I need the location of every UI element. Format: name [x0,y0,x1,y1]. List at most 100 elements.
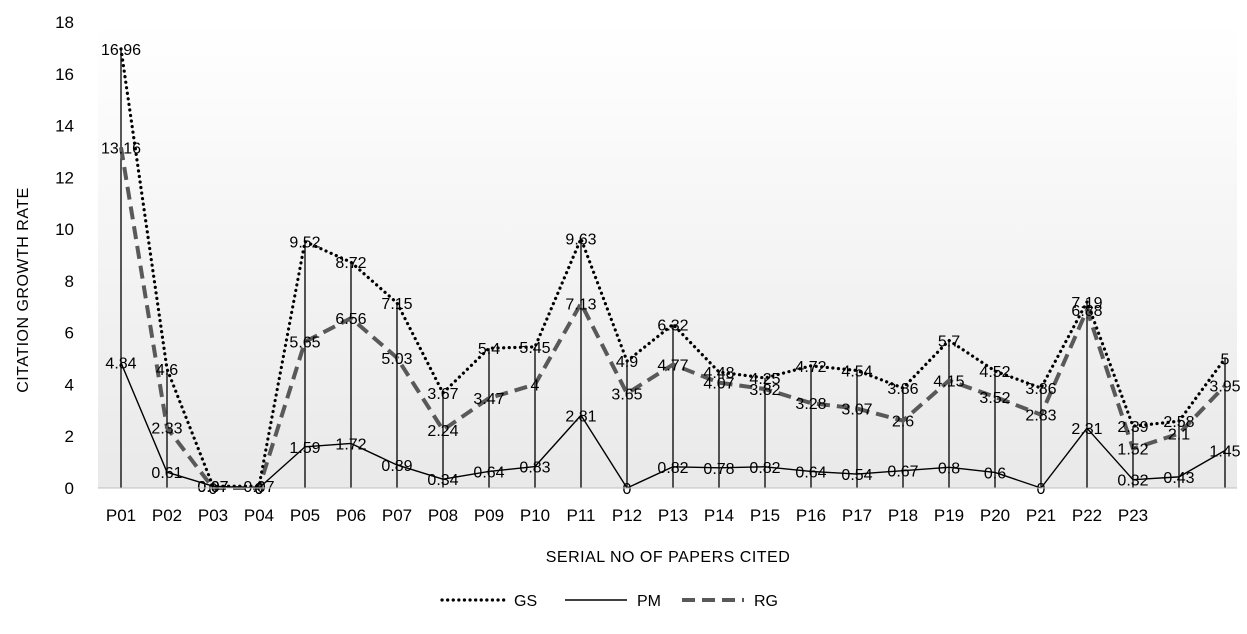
data-label-rg: 4 [531,377,540,394]
data-label-pm: 0.32 [1117,473,1148,490]
x-tick-label: P14 [704,506,734,525]
data-label-rg: 3.28 [795,396,826,413]
legend-pm-label: PM [637,593,661,610]
x-tick-label: P07 [382,506,412,525]
data-label-pm: 0.8 [938,460,960,477]
data-label-pm: 0.67 [887,464,918,481]
x-tick-label: P06 [336,506,366,525]
data-label-gs: 5.45 [519,340,550,357]
data-label-gs: 2.58 [1163,414,1194,431]
data-label-gs: 6.32 [657,317,688,334]
x-tick-label: P13 [658,506,688,525]
data-label-rg: 0 [255,481,264,498]
y-axis-ticks: 0 2 4 6 8 10 12 14 16 18 [55,13,74,498]
data-label-gs: 8.72 [335,255,366,272]
y-tick-label: 10 [55,220,74,239]
y-tick-label: 14 [55,117,74,136]
data-label-pm: 0.64 [795,464,826,481]
data-label-gs: 5.7 [938,333,960,350]
x-tick-label: P01 [106,506,136,525]
data-label-pm: 0.34 [427,472,458,489]
series-gs-line [119,47,1227,488]
data-label-gs: 3.86 [887,381,918,398]
plot-area [98,22,1237,488]
data-label-pm: 0.61 [151,465,182,482]
data-label-gs: 3.67 [427,386,458,403]
x-tick-label: P17 [842,506,872,525]
x-tick-label: P16 [796,506,826,525]
y-tick-label: 4 [65,375,74,394]
data-label-gs: 9.63 [565,232,596,249]
y-tick-label: 16 [55,65,74,84]
legend-gs-label: GS [514,593,537,610]
x-tick-label: P21 [1026,506,1056,525]
data-label-rg: 5.03 [381,351,412,368]
data-label-pm: 0.43 [1163,470,1194,487]
data-label-rg: 6.56 [335,311,366,328]
x-tick-label: P19 [934,506,964,525]
data-label-gs: 16.96 [101,42,141,59]
data-label-pm: 0.78 [703,461,734,478]
data-label-pm: 0.64 [473,464,504,481]
x-axis-ticks: P01 P02 P03 P04 P05 P06 P07 P08 P09 P10 P11 P12 P13 P… [106,506,1148,525]
data-label-rg: 5.65 [289,335,320,352]
data-label-pm: 0 [623,481,632,498]
data-label-rg: 2.83 [1025,408,1056,425]
data-label-pm: 4.84 [105,356,136,373]
data-label-gs: 4.25 [749,371,780,388]
x-tick-label: P02 [152,506,182,525]
data-label-rg: 3.52 [979,390,1010,407]
data-label-rg: 2.1 [1168,427,1190,444]
x-tick-label: P12 [612,506,642,525]
data-label-rg: 2.6 [892,414,914,431]
legend-rg-label: RG [754,593,778,610]
y-tick-label: 12 [55,168,74,187]
x-axis-title: SERIAL NO OF PAPERS CITED [546,549,791,566]
data-label-gs: 7.19 [1071,295,1102,312]
y-tick-label: 18 [55,13,74,32]
data-label-pm: 0 [255,481,264,498]
x-tick-label: P20 [980,506,1010,525]
x-tick-label: P03 [198,506,228,525]
y-tick-label: 8 [65,272,74,291]
data-label-gs: 5 [1221,352,1230,369]
y-tick-label: 6 [65,324,74,343]
data-label-gs: 2.39 [1117,419,1148,436]
data-label-pm: 0.82 [749,460,780,477]
x-tick-label: P05 [290,506,320,525]
data-label-gs: 5.4 [478,341,500,358]
x-tick-label: P08 [428,506,458,525]
x-tick-label: P15 [750,506,780,525]
data-label-rg: 2.33 [151,421,182,438]
series-rg-line [119,146,1227,490]
x-tick-label: P10 [520,506,550,525]
data-label-rg: 3.07 [841,402,872,419]
data-label-rg: 3.65 [611,387,642,404]
drop-lines [120,48,1226,488]
data-label-pm: 0.6 [984,465,1006,482]
data-label-gs: 4.52 [979,364,1010,381]
data-label-pm: 1.45 [1209,443,1240,460]
data-label-gs: 4.54 [841,363,872,380]
data-label-rg: 13.16 [101,140,141,157]
data-label-rg: 0 [209,481,218,498]
data-label-rg: 6.88 [1071,303,1102,320]
data-label-rg: 3.95 [1209,379,1240,396]
x-tick-label: P18 [888,506,918,525]
data-label-gs: 4.48 [703,365,734,382]
data-label-pm: 2.81 [565,408,596,425]
y-tick-label: 2 [65,427,74,446]
x-tick-label: P04 [244,506,274,525]
data-label-pm: 2.31 [1071,421,1102,438]
data-label-gs: 9.52 [289,235,320,252]
x-tick-label: P11 [567,506,596,525]
y-axis-title: CITATION GROWTH RATE [15,187,32,393]
data-label-pm: 1.59 [289,440,320,457]
y-tick-label: 0 [65,479,74,498]
x-tick-label: P22 [1072,506,1102,525]
data-label-pm: 0.82 [657,460,688,477]
data-label-gs: 4.9 [616,354,638,371]
data-label-rg: 4.77 [657,358,688,375]
